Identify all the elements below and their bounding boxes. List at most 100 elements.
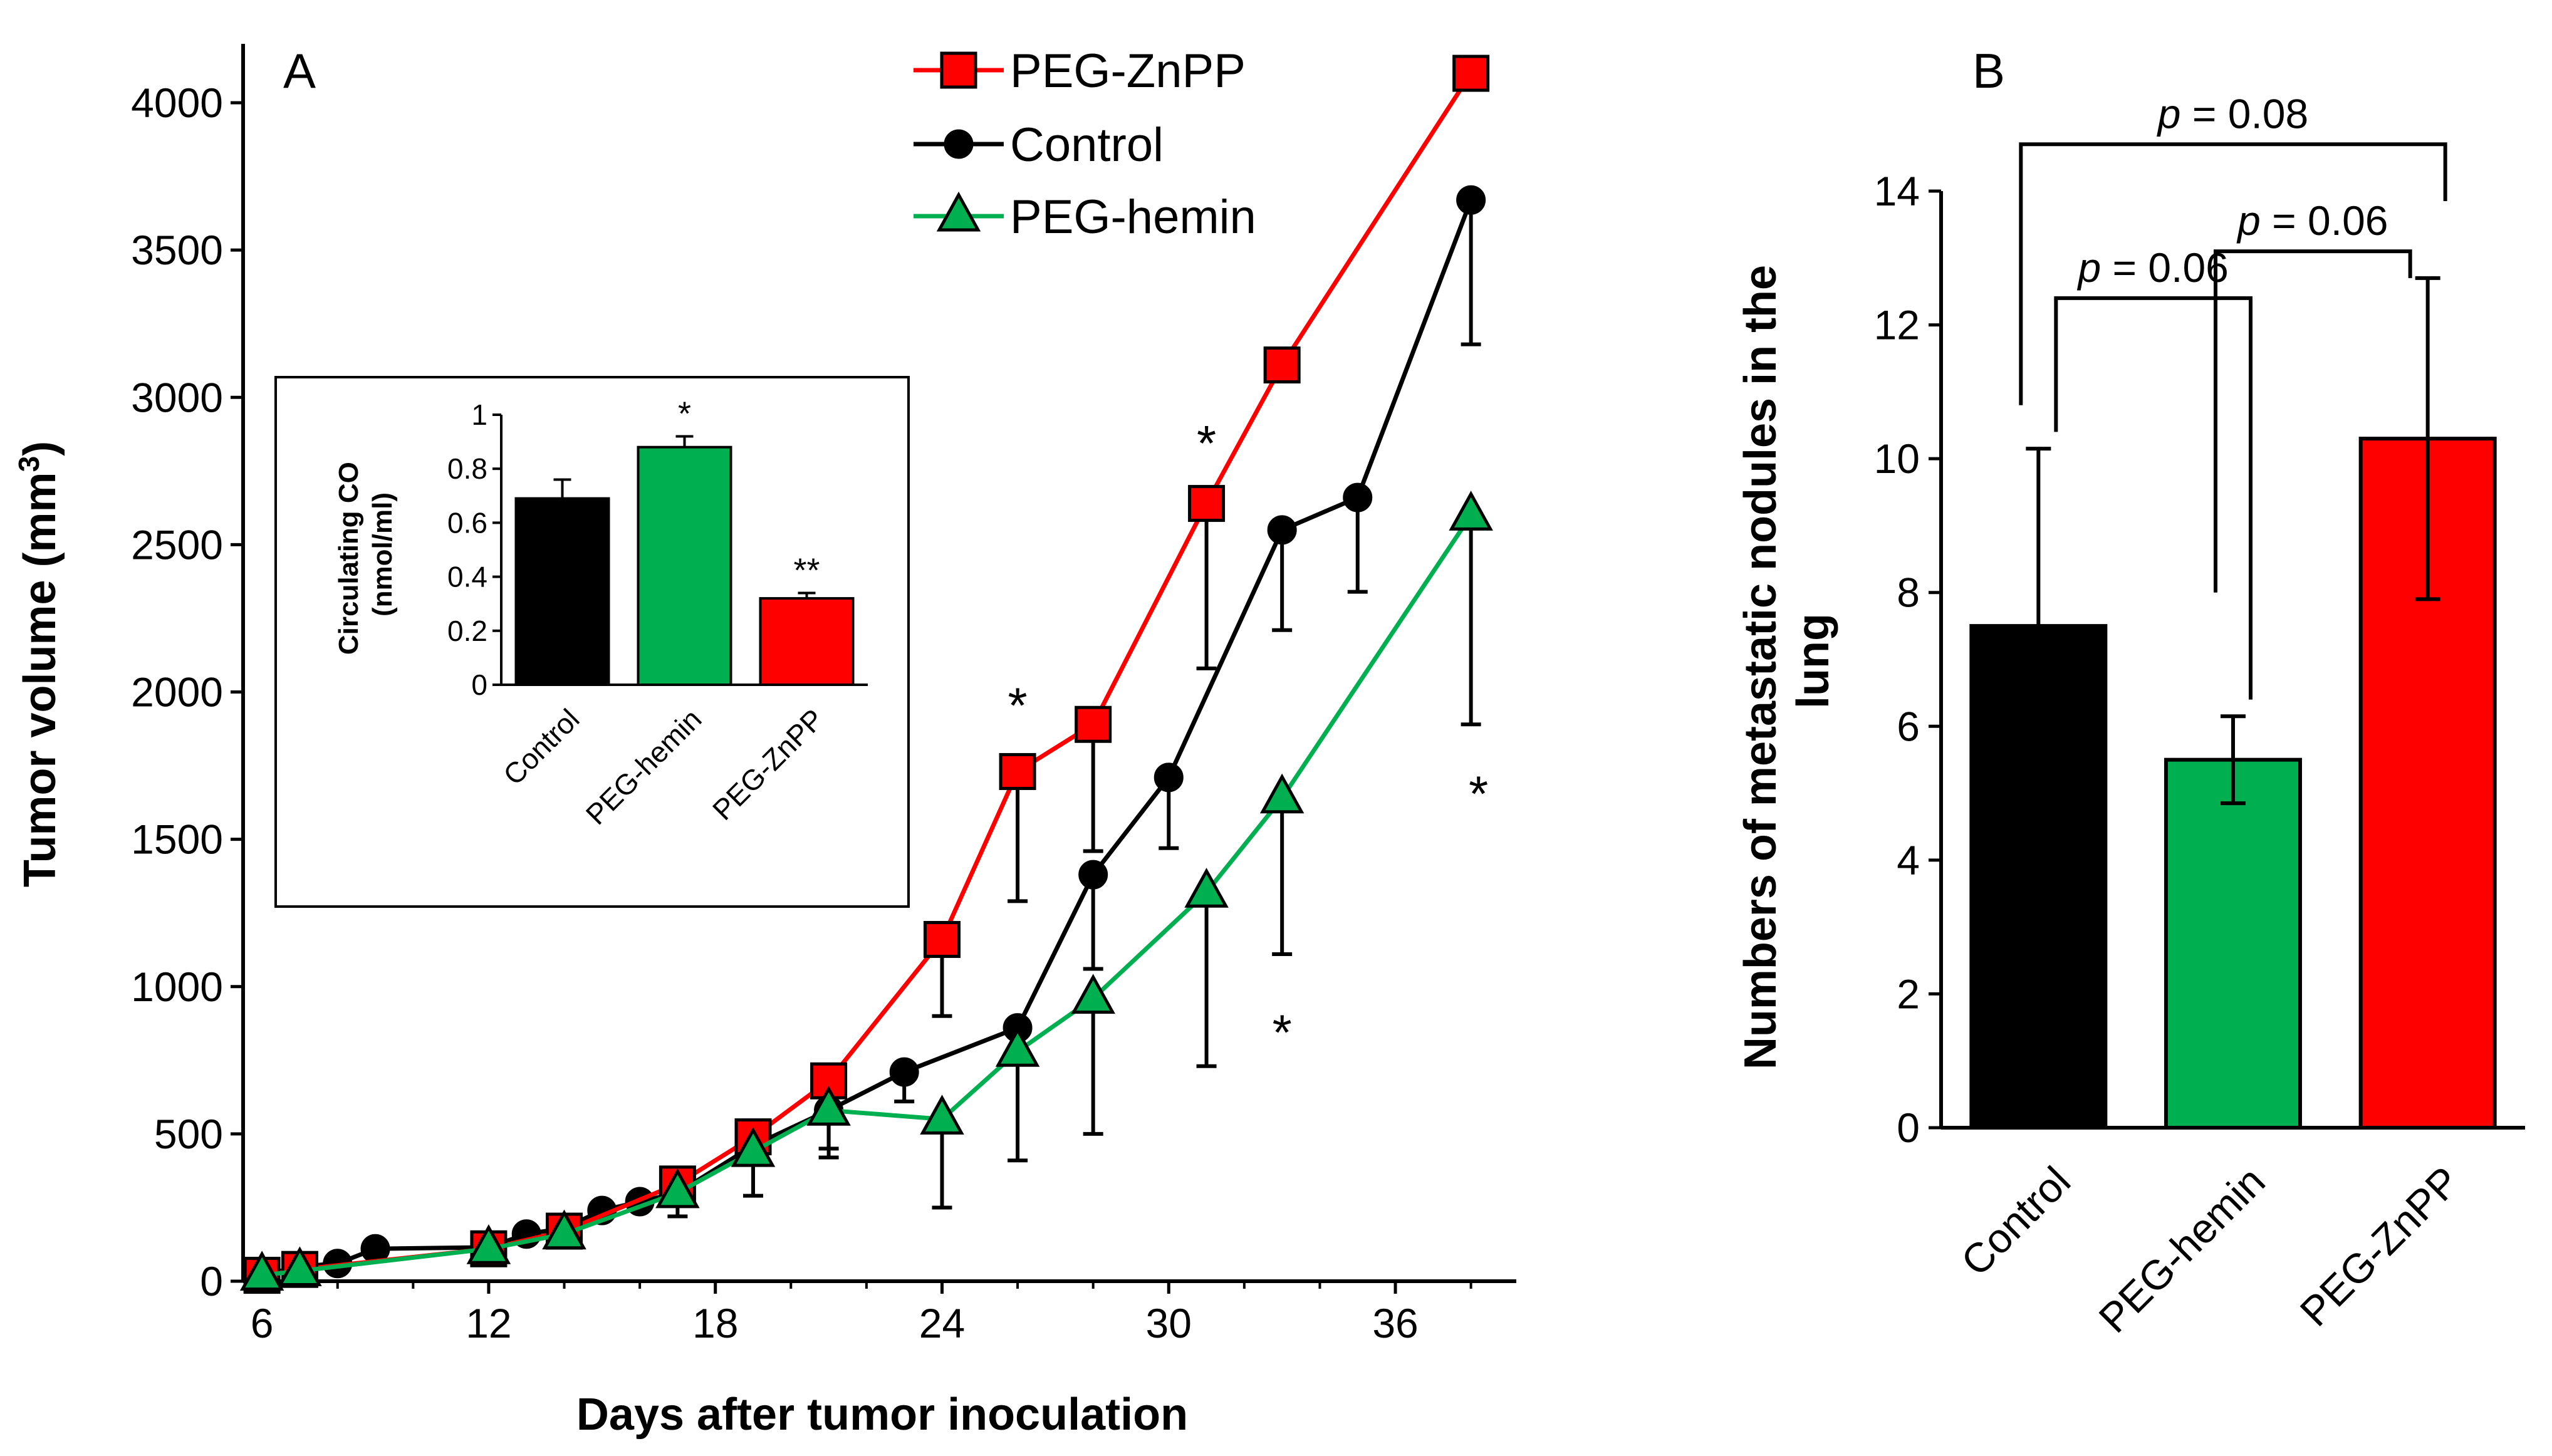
bar-peg-hemin	[2164, 757, 2302, 1130]
legend-label-control: Control	[1010, 118, 1164, 172]
data-point-peg-hemin	[995, 1027, 1040, 1067]
panel-a-y-tick-label: 2000	[131, 669, 223, 715]
panel-a-x-tick-label: 6	[251, 1300, 274, 1346]
inset-axes: 0 0.2 0.4 0.6 0.8 1	[447, 398, 868, 701]
panel-a-y-tick-label: 3000	[131, 374, 223, 420]
inset-y-axis-title: Circulating CO (nmol/ml)	[333, 454, 398, 655]
inset-bar-control	[514, 497, 610, 686]
inset-category-label-peg-hemin: PEG-hemin	[580, 702, 708, 831]
category-label-control: Control	[1952, 1158, 2079, 1285]
legend-marker-peg-hemin	[936, 191, 981, 232]
panel-a-y-tick-label: 4000	[131, 80, 223, 126]
data-point-control	[889, 1057, 919, 1087]
data-point-peg-hemin	[1071, 974, 1115, 1014]
panel-a-legend: PEG-ZnPP Control PEG-hemin	[914, 44, 1256, 244]
data-point-peg-znpp	[1263, 346, 1301, 384]
inset-y-tick-label: 0.2	[447, 615, 487, 647]
inset-y-tick-label: 0.4	[447, 561, 487, 593]
series-peg-hemin	[239, 491, 1493, 1291]
panel-a-x-tick-label: 30	[1146, 1300, 1192, 1346]
panel-a-y-tick-label: 1500	[131, 816, 223, 863]
panel-a-x-tick-label: 24	[919, 1300, 965, 1346]
significance-star: *	[1197, 415, 1216, 471]
data-point-control	[1267, 515, 1297, 545]
data-point-control	[1154, 762, 1184, 793]
inset-bar-peg-hemin	[637, 445, 732, 686]
panel-a-tumor-growth-chart: 0 500 1000 1500 2000 2500 3000 3500 4000 6 12 18 24 3…	[13, 43, 1516, 1440]
inset-significance-star: *	[678, 395, 691, 432]
panel-a-y-tick-label: 500	[154, 1111, 223, 1157]
panel-a-x-axis-title: Days after tumor inoculation	[576, 1390, 1188, 1440]
data-point-peg-znpp	[923, 921, 961, 959]
data-point-peg-hemin	[466, 1224, 511, 1264]
p-value-label: p = 0.08	[2157, 90, 2308, 137]
panel-b-y-axis-title: Numbers of metastatic nodules in the lun…	[1736, 252, 1838, 1069]
panel-b-y-tick-label: 12	[1874, 302, 1920, 348]
panel-a-y-tick-label: 0	[200, 1258, 223, 1304]
inset-y-tick-label: 1	[471, 398, 487, 431]
inset-y-tick-label: 0.6	[447, 506, 487, 539]
data-point-peg-znpp	[1188, 485, 1226, 523]
data-point-peg-hemin	[806, 1086, 851, 1126]
data-point-peg-hemin	[731, 1126, 776, 1167]
panel-a-y-tick-label: 3500	[131, 227, 223, 273]
series-peg-znpp	[243, 55, 1490, 1294]
inset-category-label-control: Control	[497, 702, 586, 791]
panel-a-x-tick-label: 12	[466, 1300, 511, 1346]
panel-b-y-tick-label: 6	[1897, 703, 1920, 749]
inset-bar-peg-znpp	[759, 597, 855, 687]
data-point-peg-hemin	[239, 1251, 284, 1291]
panel-b-y-tick-label: 14	[1874, 168, 1920, 214]
comparison-bracket	[2054, 296, 2253, 700]
panel-b-y-tick-label: 0	[1897, 1105, 1920, 1151]
data-point-peg-znpp	[999, 752, 1036, 790]
panel-b-bars: Control PEG-hemin PEG-ZnPP	[1952, 276, 2497, 1342]
data-point-peg-hemin	[1184, 868, 1229, 908]
data-point-peg-hemin	[920, 1095, 964, 1135]
panel-b-y-axis-title-line-1: Numbers of metastatic nodules in the	[1736, 265, 1786, 1069]
significance-star: *	[1469, 766, 1488, 821]
panel-a-series	[239, 55, 1493, 1294]
p-value-label: p = 0.06	[2236, 197, 2388, 244]
comparison-bracket	[2214, 249, 2412, 593]
panel-b-y-axis-title-line-2: lung	[1788, 613, 1838, 709]
data-point-control	[1078, 860, 1108, 890]
panel-a-x-tick-label: 18	[692, 1300, 738, 1346]
inset-y-axis-title-line-2: (nmol/ml)	[367, 492, 398, 616]
inset-y-tick-label: 0	[471, 668, 487, 701]
data-point-peg-hemin	[655, 1168, 700, 1209]
data-point-peg-hemin	[542, 1209, 586, 1250]
panel-a-y-tick-label: 2500	[131, 521, 223, 568]
significance-star: *	[1273, 1004, 1292, 1060]
data-point-peg-znpp	[1075, 705, 1112, 743]
p-value-label: p = 0.06	[2076, 244, 2228, 291]
significance-star: *	[1008, 677, 1028, 733]
panel-a-axes: 0 500 1000 1500 2000 2500 3000 3500 4000 6 12 18 24 3…	[131, 44, 1516, 1346]
panel-a-y-tick-label: 1000	[131, 964, 223, 1010]
legend-marker-control	[944, 129, 974, 159]
data-point-peg-hemin	[278, 1246, 322, 1287]
data-point-peg-znpp	[1452, 55, 1490, 92]
data-point-peg-znpp	[810, 1062, 848, 1100]
inset-y-axis-title-line-1: Circulating CO	[333, 462, 364, 655]
inset-frame	[274, 376, 910, 908]
panel-b-metastasis-chart: 0 2 4 6 8 10 12 14 Control PEG-hemin PEG-ZnPP p =…	[1736, 43, 2525, 1341]
data-point-control	[1343, 482, 1373, 512]
panel-b-comparison-brackets: p = 0.08 p = 0.06p = 0.06	[2019, 90, 2447, 700]
data-point-control	[1456, 185, 1486, 215]
panel-b-y-tick-label: 4	[1897, 837, 1920, 883]
category-label-peg-hemin: PEG-hemin	[2090, 1158, 2274, 1342]
legend-label-peg-znpp: PEG-ZnPP	[1010, 44, 1246, 98]
inset-category-label-peg-znpp: PEG-ZnPP	[706, 702, 830, 826]
legend-marker-peg-znpp	[940, 51, 977, 89]
data-point-peg-hemin	[1449, 491, 1493, 531]
panel-a-x-tick-label: 36	[1372, 1300, 1418, 1346]
panel-a-y-axis-title: Tumor volume (mm3)	[13, 441, 65, 887]
inset-significance-star: **	[793, 551, 820, 589]
legend-label-peg-hemin: PEG-hemin	[1010, 190, 1256, 244]
panel-a-label: A	[283, 43, 316, 98]
category-label-peg-znpp: PEG-ZnPP	[2291, 1158, 2468, 1335]
